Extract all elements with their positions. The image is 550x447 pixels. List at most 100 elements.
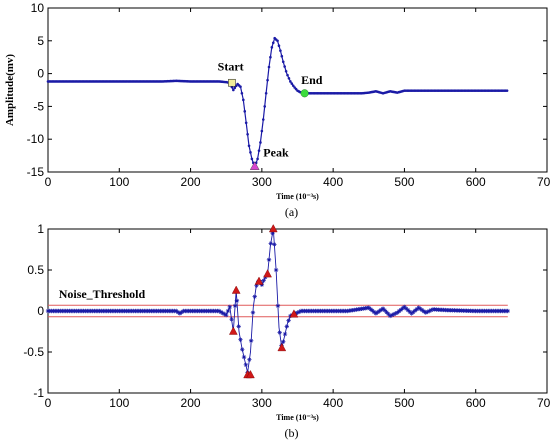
x-tick-label: 100 <box>109 175 129 189</box>
sample-point <box>261 118 265 121</box>
sample-point <box>289 80 292 83</box>
sample-point <box>377 308 382 314</box>
sample-point <box>505 89 509 92</box>
sample-point <box>411 309 416 315</box>
sample-point <box>252 294 257 299</box>
sample-point <box>396 309 402 314</box>
sample-point <box>261 278 266 283</box>
sample-point <box>216 308 222 314</box>
y-tick-label: 10 <box>31 1 45 15</box>
panel-a-caption: (a) <box>285 205 298 219</box>
sample-point <box>279 49 282 52</box>
sample-point <box>224 312 229 318</box>
sample-point <box>405 307 411 313</box>
sample-point <box>268 241 273 246</box>
x-tick-label: 300 <box>252 175 272 189</box>
sample-point <box>284 324 290 329</box>
sample-point <box>250 310 256 315</box>
x-tick-label: 600 <box>466 396 486 410</box>
sample-point <box>400 306 405 311</box>
sample-point <box>275 303 281 309</box>
sample-point <box>380 306 386 311</box>
sample-point <box>247 357 252 362</box>
sample-point <box>395 310 400 315</box>
sample-point <box>229 317 234 322</box>
sample-point <box>179 310 184 315</box>
sample-point <box>234 298 240 303</box>
sample-point <box>242 98 245 102</box>
sample-point <box>257 149 261 152</box>
panel-a-series <box>46 36 509 169</box>
sample-point <box>174 308 179 314</box>
sample-point <box>243 110 247 113</box>
sample-point <box>259 282 265 287</box>
sample-point <box>247 144 251 148</box>
sample-point <box>382 308 388 313</box>
peak-marker <box>268 224 278 233</box>
sample-point <box>284 69 288 73</box>
sample-point <box>281 60 285 64</box>
sample-point <box>286 73 289 77</box>
sample-point <box>290 82 294 85</box>
sample-point <box>256 157 259 161</box>
sample-point <box>233 86 237 90</box>
panel-b-ticks: 0 100 200 300 400 500 600 700 1 0.5 0 -0.5 -1 <box>23 222 550 410</box>
x-tick-label: 500 <box>394 396 414 410</box>
x-tick-label: 200 <box>181 396 201 410</box>
sample-point <box>427 308 432 314</box>
peak-marker <box>277 342 287 352</box>
sample-point <box>266 78 269 82</box>
sample-point <box>177 311 183 316</box>
sample-point <box>371 309 377 315</box>
x-tick-label: 700 <box>537 396 550 410</box>
sample-point <box>282 331 288 337</box>
x-tick-label: 700 <box>537 175 550 189</box>
sample-point <box>414 306 420 312</box>
peak-marker <box>289 309 299 318</box>
sample-point <box>373 311 379 316</box>
sample-point <box>420 307 425 313</box>
sample-point <box>225 308 231 314</box>
y-tick-label: 0.5 <box>27 263 44 277</box>
peak-marker <box>229 326 238 335</box>
sample-point <box>244 121 248 125</box>
panel-a-ticks: 0 100 200 300 400 500 600 700 10 5 0 -5 -10 -15 <box>27 1 550 189</box>
sample-point <box>425 309 430 315</box>
x-tick-label: 200 <box>181 175 201 189</box>
sample-point <box>389 312 395 318</box>
y-tick-label: 5 <box>37 34 44 48</box>
sample-point <box>287 77 291 80</box>
sample-point <box>271 41 275 45</box>
x-tick-label: 100 <box>109 396 129 410</box>
annotation-end-label: End <box>301 73 323 87</box>
peak-marker <box>249 161 260 170</box>
sample-point <box>295 310 300 315</box>
sample-point <box>368 306 373 312</box>
sample-point <box>366 305 371 310</box>
sample-point <box>375 310 380 315</box>
y-tick-label: 0 <box>37 67 44 81</box>
sample-point <box>263 105 267 108</box>
sample-point <box>286 318 291 323</box>
noise-threshold-label: Noise_Threshold <box>59 287 146 301</box>
sample-point <box>248 338 254 343</box>
sample-point <box>273 267 279 273</box>
sample-point <box>266 257 272 262</box>
sample-point <box>270 230 275 236</box>
y-tick-label: 1 <box>37 222 44 236</box>
sample-point <box>241 354 247 360</box>
sample-point <box>243 362 249 368</box>
sample-point <box>232 303 238 309</box>
x-tick-label: 400 <box>323 175 343 189</box>
x-tick-label: 0 <box>45 396 52 410</box>
sample-point <box>227 304 232 310</box>
annotation-start-label: Start <box>218 59 244 73</box>
sample-point <box>379 307 384 312</box>
sample-point <box>402 304 407 310</box>
sample-point <box>297 309 302 315</box>
sample-point <box>269 55 272 59</box>
panel-a-markers <box>228 78 309 170</box>
sample-point <box>267 65 271 69</box>
peak-marker <box>254 276 264 285</box>
sample-point <box>283 65 286 68</box>
